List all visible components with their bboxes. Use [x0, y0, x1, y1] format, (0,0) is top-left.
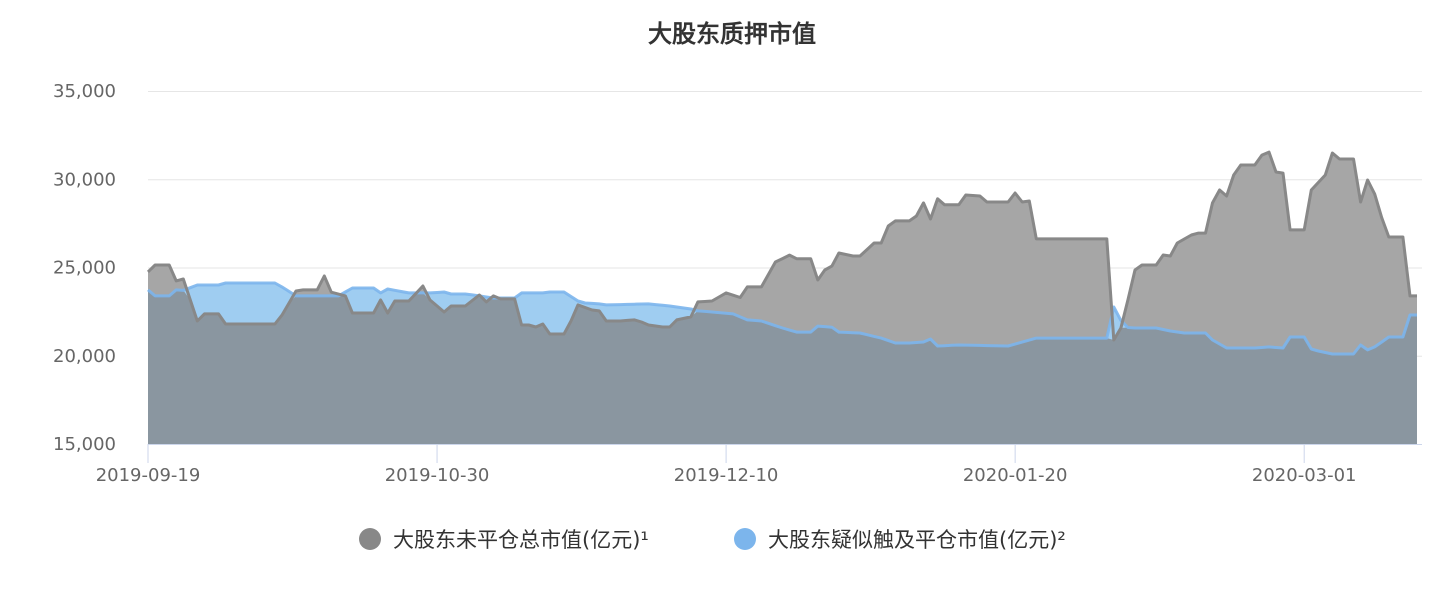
legend-marker-gray-icon: [359, 528, 381, 550]
y-tick-label: 30,000: [53, 169, 116, 190]
legend-label: 大股东疑似触及平仓市值(亿元)²: [768, 528, 1066, 552]
x-tick-label: 2019-09-19: [96, 465, 201, 486]
y-tick-label: 25,000: [53, 258, 116, 279]
x-tick-label: 2020-01-20: [963, 465, 1068, 486]
x-axis: 2019-09-19 2019-10-30 2019-12-10 2020-01…: [96, 444, 1422, 486]
legend-item-series-1[interactable]: 大股东未平仓总市值(亿元)¹: [359, 528, 649, 552]
legend-item-series-2[interactable]: 大股东疑似触及平仓市值(亿元)²: [734, 528, 1066, 552]
legend-marker-blue-icon: [734, 528, 756, 550]
chart-title: 大股东质押市值: [648, 20, 816, 48]
plot-area: [146, 150, 1417, 444]
x-tick-label: 2019-10-30: [385, 465, 490, 486]
y-tick-label: 20,000: [53, 346, 116, 367]
y-tick-label: 35,000: [53, 81, 116, 102]
overlap-area: [148, 289, 1417, 444]
series-1-line: [146, 150, 1417, 342]
legend-label: 大股东未平仓总市值(亿元)¹: [393, 528, 649, 552]
series-2-line: [147, 281, 1417, 356]
legend: 大股东未平仓总市值(亿元)¹ 大股东疑似触及平仓市值(亿元)²: [359, 528, 1066, 552]
x-tick-label: 2019-12-10: [674, 465, 779, 486]
x-tick-label: 2020-03-01: [1252, 465, 1357, 486]
y-tick-label: 15,000: [53, 434, 116, 455]
y-axis: 15,000 20,000 25,000 30,000 35,000: [53, 81, 116, 455]
